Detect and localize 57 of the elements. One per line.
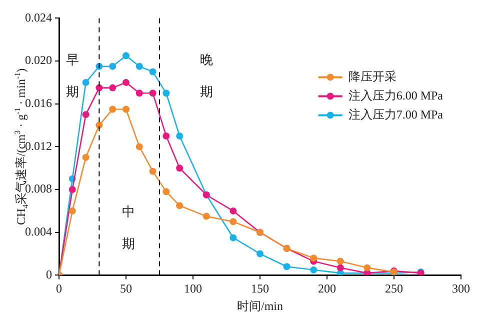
point: [136, 143, 143, 150]
point: [122, 78, 130, 86]
point: [68, 186, 76, 194]
point: [176, 164, 184, 172]
point: [122, 52, 130, 60]
point: [336, 258, 344, 265]
y-tick-label: 0.020: [25, 53, 52, 68]
point: [82, 154, 90, 161]
legend-label: 注入压力6.00 MPa: [348, 88, 444, 102]
point: [230, 218, 237, 226]
point: [82, 111, 90, 118]
y-tick-label: 0.024: [25, 10, 52, 24]
point: [122, 106, 130, 113]
point: [96, 84, 103, 92]
point: [336, 264, 344, 272]
point: [149, 68, 156, 76]
point: [162, 132, 170, 140]
point: [162, 90, 170, 97]
point: [202, 212, 210, 220]
point: [109, 62, 116, 70]
point: [230, 207, 237, 214]
x-tick-label: 300: [452, 282, 470, 296]
x-axis-title: 时间/min: [236, 298, 284, 313]
y-tick-label: 0.012: [25, 138, 52, 153]
legend-label: 降压开采: [348, 69, 396, 84]
x-tick-label: 0: [56, 282, 62, 296]
y-tick-label: 0.016: [25, 96, 52, 110]
point: [162, 188, 170, 196]
point: [176, 202, 184, 210]
x-tick-label: 50: [120, 282, 132, 296]
x-tick-label: 150: [251, 282, 269, 296]
point: [68, 207, 76, 214]
point: [109, 106, 116, 113]
text: 中期: [122, 204, 136, 251]
x-tick-label: 250: [385, 282, 403, 296]
x-tick-label: 200: [318, 282, 336, 296]
point: [149, 90, 156, 97]
point: [96, 122, 103, 129]
y-tick-label: 0: [46, 267, 52, 282]
point: [109, 84, 116, 92]
text: 早期: [66, 52, 79, 99]
point: [256, 250, 264, 258]
point: [364, 264, 371, 272]
text: 晚期: [200, 52, 214, 99]
point: [230, 234, 237, 242]
point: [82, 78, 90, 86]
x-tick-label: 100: [184, 282, 202, 296]
point: [310, 254, 318, 262]
point: [149, 168, 156, 175]
y-tick-label: 0.008: [25, 182, 52, 196]
legend-label: 注入压力7.00 MPa: [348, 107, 444, 122]
point: [283, 263, 290, 270]
point: [310, 266, 318, 274]
point: [136, 62, 143, 70]
y-tick-label: 0.004: [25, 224, 52, 239]
point: [176, 132, 184, 140]
point: [136, 90, 143, 97]
